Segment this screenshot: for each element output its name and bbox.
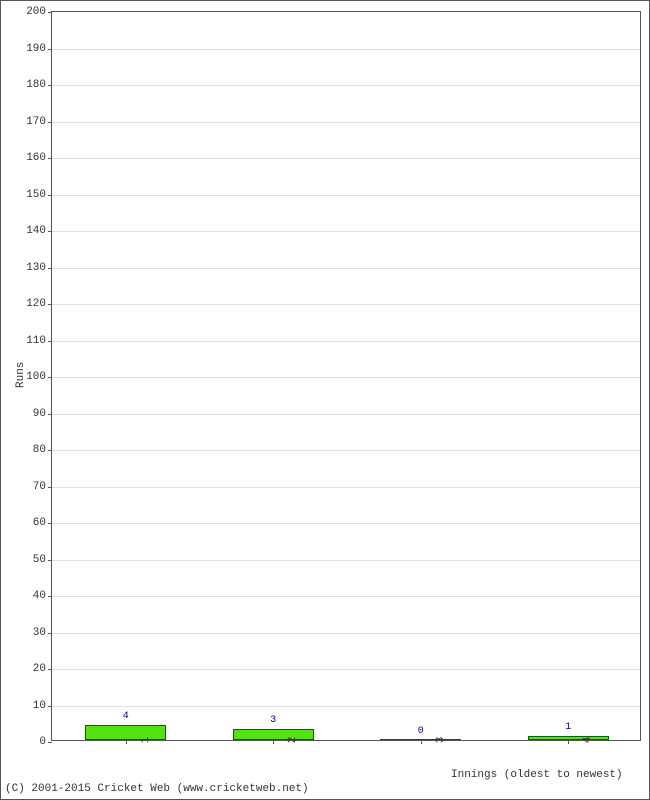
value-label: 1 xyxy=(565,722,571,733)
y-tick-label: 130 xyxy=(26,262,52,274)
gridline xyxy=(52,560,640,561)
gridline xyxy=(52,414,640,415)
gridline xyxy=(52,158,640,159)
gridline xyxy=(52,341,640,342)
gridline xyxy=(52,195,640,196)
y-tick-label: 40 xyxy=(33,590,52,602)
y-tick-label: 60 xyxy=(33,517,52,529)
y-tick-label: 0 xyxy=(39,736,52,748)
y-axis-label: Runs xyxy=(15,362,27,388)
x-tick-label: 4 xyxy=(568,737,594,744)
gridline xyxy=(52,377,640,378)
y-tick-label: 20 xyxy=(33,663,52,675)
gridline xyxy=(52,231,640,232)
gridline xyxy=(52,523,640,524)
gridline xyxy=(52,122,640,123)
y-tick-label: 110 xyxy=(26,335,52,347)
gridline xyxy=(52,669,640,670)
value-label: 4 xyxy=(123,711,129,722)
y-tick-label: 190 xyxy=(26,43,52,55)
y-tick-label: 100 xyxy=(26,371,52,383)
y-tick-label: 180 xyxy=(26,79,52,91)
value-label: 0 xyxy=(418,726,424,737)
x-axis-label: Innings (oldest to newest) xyxy=(451,769,623,781)
y-tick-label: 30 xyxy=(33,627,52,639)
y-tick-label: 90 xyxy=(33,408,52,420)
plot-area: 0102030405060708090100110120130140150160… xyxy=(51,11,641,741)
y-tick-label: 160 xyxy=(26,152,52,164)
gridline xyxy=(52,268,640,269)
gridline xyxy=(52,304,640,305)
y-tick-label: 120 xyxy=(26,298,52,310)
x-tick-label: 1 xyxy=(126,737,152,744)
x-tick-label: 3 xyxy=(421,737,447,744)
gridline xyxy=(52,450,640,451)
chart-container: 0102030405060708090100110120130140150160… xyxy=(0,0,650,800)
gridline xyxy=(52,487,640,488)
gridline xyxy=(52,596,640,597)
x-tick-label: 2 xyxy=(273,737,299,744)
y-tick-label: 10 xyxy=(33,700,52,712)
y-tick-label: 200 xyxy=(26,6,52,18)
y-tick-label: 50 xyxy=(33,554,52,566)
gridline xyxy=(52,633,640,634)
y-tick-label: 80 xyxy=(33,444,52,456)
y-tick-label: 140 xyxy=(26,225,52,237)
y-tick-label: 150 xyxy=(26,189,52,201)
gridline xyxy=(52,85,640,86)
gridline xyxy=(52,706,640,707)
value-label: 3 xyxy=(270,715,276,726)
copyright-text: (C) 2001-2015 Cricket Web (www.cricketwe… xyxy=(5,783,309,795)
gridline xyxy=(52,49,640,50)
y-tick-label: 170 xyxy=(26,116,52,128)
y-tick-label: 70 xyxy=(33,481,52,493)
